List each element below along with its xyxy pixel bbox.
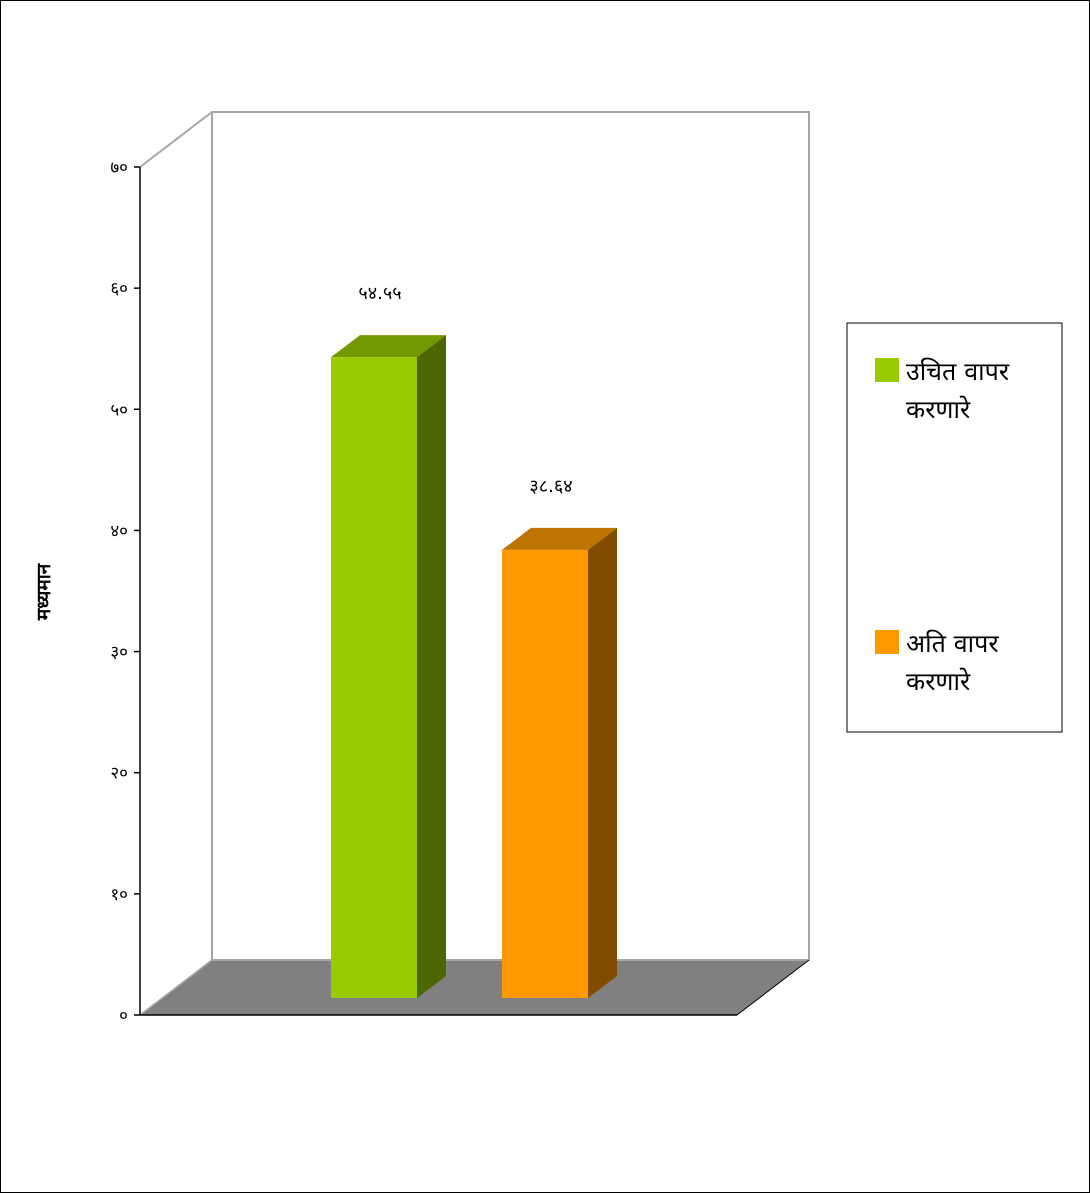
- data-labels: ५४.५५ ३८.६४: [358, 283, 572, 497]
- side-wall-top-edge: [139, 111, 213, 168]
- legend: उचित वापर करणारे अति वापर करणारे: [846, 322, 1063, 733]
- side-wall-bottom-edge: [139, 959, 213, 1016]
- bar-front: [502, 549, 588, 998]
- floor-right-edge: [736, 959, 810, 1016]
- legend-label: अति वापर: [906, 629, 999, 658]
- legend-label: उचित वापर: [906, 357, 1010, 386]
- legend-label: करणारे: [906, 395, 971, 424]
- bars: [331, 335, 617, 998]
- data-label: ५४.५५: [358, 283, 401, 304]
- y-tick-label: ३०: [110, 643, 128, 663]
- y-tick-label: ०: [119, 1006, 128, 1026]
- chart-floor: [140, 960, 809, 1015]
- chart-walls: [139, 111, 810, 1016]
- y-tick-label: ६०: [110, 279, 128, 299]
- bar-side: [417, 335, 446, 998]
- y-axis-label: मध्यमान: [33, 562, 55, 621]
- y-tick-label: २०: [110, 764, 128, 784]
- data-label: ३८.६४: [529, 476, 572, 497]
- y-tick-label: १०: [110, 885, 128, 905]
- legend-swatch: [875, 358, 899, 382]
- legend-box: [846, 322, 1063, 733]
- y-axis: ० १० २० ३० ४० ५० ६० ७०: [110, 158, 141, 1026]
- y-tick-label: ५०: [110, 400, 128, 420]
- bar-top: [502, 527, 617, 550]
- bar-top: [331, 335, 446, 358]
- y-tick-label: ७०: [110, 158, 128, 178]
- legend-label: करणारे: [906, 667, 971, 696]
- legend-swatch: [875, 630, 899, 654]
- bar-side: [588, 527, 617, 998]
- bar-front: [331, 357, 417, 998]
- y-tick-label: ४०: [110, 521, 128, 541]
